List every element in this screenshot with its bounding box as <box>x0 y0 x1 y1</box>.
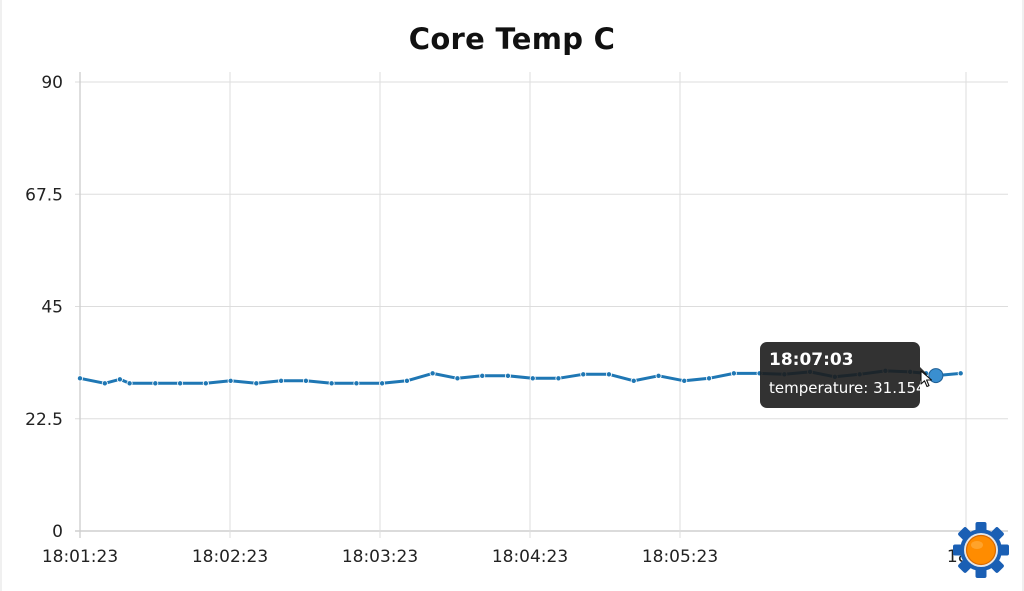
data-point[interactable] <box>681 377 688 384</box>
data-point[interactable] <box>152 380 159 387</box>
y-tick-label: 45 <box>41 298 63 318</box>
data-point[interactable] <box>630 377 637 384</box>
chart-title: Core Temp C <box>408 22 616 56</box>
data-point[interactable] <box>116 376 123 383</box>
x-tick-label: 18:02:23 <box>192 547 268 567</box>
data-point[interactable] <box>379 380 386 387</box>
data-point[interactable] <box>706 375 713 382</box>
y-tick-label: 90 <box>41 73 63 93</box>
data-point[interactable] <box>126 380 133 387</box>
data-point[interactable] <box>555 375 562 382</box>
y-tick-label: 67.5 <box>25 185 63 205</box>
data-point[interactable] <box>328 380 335 387</box>
data-point[interactable] <box>605 371 612 378</box>
tooltip-value: temperature: 31.154 <box>769 379 926 397</box>
data-point[interactable] <box>177 380 184 387</box>
frame-border-right <box>1022 0 1024 591</box>
cursor-icon <box>920 370 933 388</box>
data-point[interactable] <box>202 380 209 387</box>
data-point[interactable] <box>454 375 461 382</box>
data-point[interactable] <box>655 372 662 379</box>
x-tick-label: 18:05:23 <box>642 547 718 567</box>
data-point[interactable] <box>429 370 436 377</box>
data-point[interactable] <box>730 370 737 377</box>
x-tick-label: 18:03:23 <box>342 547 418 567</box>
chart-tooltip: 18:07:03 temperature: 31.154 <box>760 342 927 408</box>
data-point[interactable] <box>529 375 536 382</box>
data-point[interactable] <box>227 377 234 384</box>
data-point[interactable] <box>504 372 511 379</box>
data-point[interactable] <box>278 377 285 384</box>
settings-gear-button[interactable] <box>952 521 1010 579</box>
data-point[interactable] <box>957 370 964 377</box>
hovered-data-point[interactable] <box>928 368 944 384</box>
x-tick-label: 18:01:23 <box>42 547 118 567</box>
data-point[interactable] <box>253 380 260 387</box>
x-tick-label: 18:04:23 <box>492 547 568 567</box>
gear-icon <box>953 522 1009 578</box>
y-tick-label: 0 <box>52 522 63 542</box>
data-point[interactable] <box>77 375 84 382</box>
data-point[interactable] <box>302 377 309 384</box>
y-tick-label: 22.5 <box>25 410 63 430</box>
data-point[interactable] <box>403 377 410 384</box>
frame-border-left <box>0 0 2 591</box>
tooltip-time: 18:07:03 <box>769 350 854 370</box>
data-point[interactable] <box>353 380 360 387</box>
data-point[interactable] <box>101 380 108 387</box>
data-point[interactable] <box>479 372 486 379</box>
data-point[interactable] <box>580 371 587 378</box>
